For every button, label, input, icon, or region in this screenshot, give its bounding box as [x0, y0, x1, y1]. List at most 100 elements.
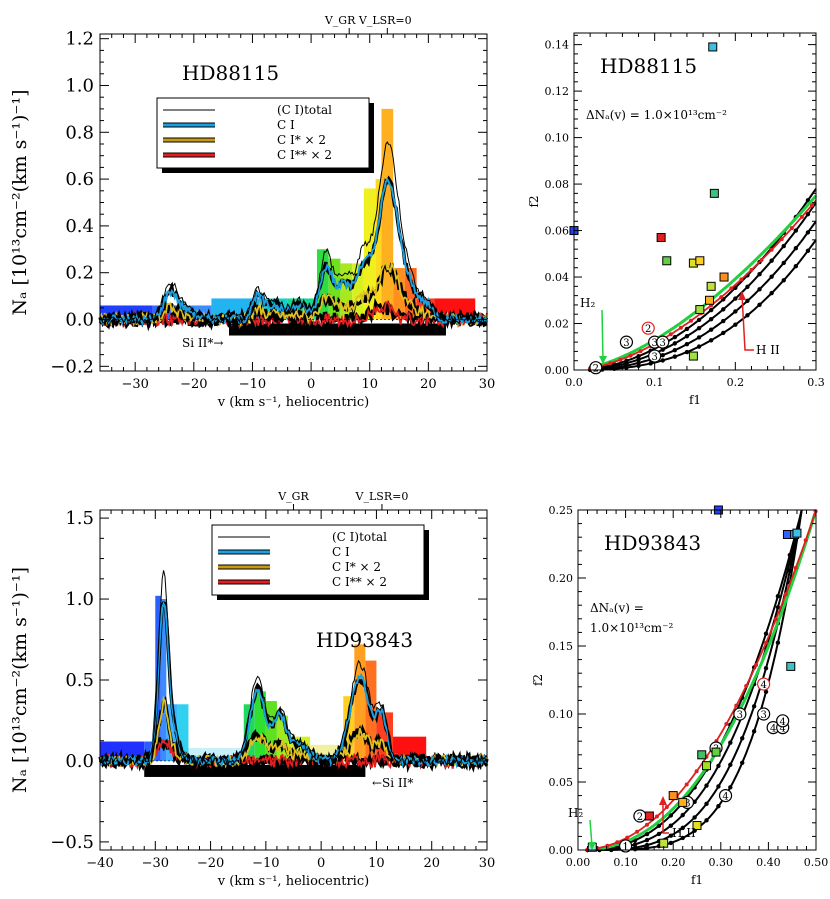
model-curve [587, 509, 803, 851]
h2-arrow-head [599, 356, 607, 364]
x-tick-label: 30 [479, 377, 496, 392]
histogram-bar [343, 696, 355, 761]
x-tick-label: 0.0 [565, 376, 583, 389]
model-curve-point [805, 230, 811, 235]
hii-curve-point [638, 349, 643, 354]
model-curve-point [696, 317, 702, 323]
circled-marker-label: 2 [593, 364, 599, 375]
hii-curve-point [688, 318, 693, 323]
y-tick-label: 0.14 [545, 39, 570, 52]
x-tick-label: −30 [142, 856, 169, 871]
y-tick-label: −0.2 [50, 356, 94, 377]
circled-marker-label: 3 [651, 352, 657, 363]
data-point [786, 661, 796, 671]
histogram-bar [328, 258, 341, 320]
model-curve-point [793, 246, 799, 251]
x-tick-label: 30 [479, 856, 496, 871]
y-tick-label: 0.00 [545, 364, 570, 377]
model-curve-point [793, 263, 799, 269]
model-curve-point [648, 361, 653, 366]
data-point [719, 272, 729, 282]
y-tick-label: 0.6 [65, 169, 94, 190]
y-tick-label: 0.00 [549, 844, 574, 857]
circled-marker-label: 3 [660, 338, 666, 349]
model-curve-point [757, 272, 762, 277]
data-point [792, 528, 802, 538]
model-curve-point [636, 354, 641, 359]
legend-label: C I** × 2 [277, 148, 332, 162]
x-tick-label: 0.30 [709, 856, 734, 869]
model-curve-point [793, 228, 799, 233]
y-axis-label: f2 [531, 674, 545, 686]
model-curve-point [696, 335, 702, 340]
hii-curve-point [678, 325, 683, 330]
h2-curve [587, 513, 817, 852]
model-curve-point [716, 784, 721, 789]
x-tick-label: 0.40 [756, 856, 781, 869]
hii-curve-point [628, 353, 633, 358]
legend-label: C I** × 2 [332, 575, 387, 589]
x-tick-label: −20 [197, 856, 224, 871]
circled-marker [656, 335, 670, 349]
hii-curve [587, 512, 816, 851]
model-curve-point [728, 785, 733, 790]
y-axis-label: Nₐ [10¹³cm⁻²(km s⁻¹)⁻¹] [9, 90, 31, 316]
hii-curve-point [773, 617, 778, 622]
circled-marker [641, 321, 655, 335]
hii-curve-point [759, 257, 764, 262]
y-tick-label: 1.0 [65, 75, 94, 96]
model-curve-point [656, 823, 662, 829]
y-tick-label: 0.0 [65, 310, 94, 331]
model-curve-point [763, 665, 769, 671]
hii-curve-point [664, 805, 669, 810]
y-tick-label: 0.15 [549, 640, 574, 653]
si-ii-annotation: Si II*→ [182, 336, 223, 350]
model-curve-point [708, 327, 714, 332]
circled-marker [619, 335, 634, 349]
ci-star-line [99, 260, 488, 329]
plot-frame [573, 32, 817, 371]
data-point [692, 821, 702, 831]
histogram-bar [352, 263, 364, 320]
model-curve-point [775, 640, 781, 645]
data-point [711, 747, 721, 757]
model-curve-point [668, 833, 674, 838]
model-curve-point [660, 352, 665, 358]
model-curve-point [672, 347, 678, 353]
x-tick-label: 0.2 [727, 376, 745, 389]
circled-marker-label: 3 [623, 338, 629, 349]
star-name: HD88115 [182, 61, 279, 85]
y-tick-label: 0.04 [545, 271, 570, 284]
hii-curve-point [749, 267, 754, 272]
model-curve-point [733, 309, 738, 314]
model-curve-point [668, 823, 674, 828]
x-tick-label: 10 [368, 856, 385, 871]
y-axis-label: Nₐ [10¹³cm⁻²(km s⁻¹)⁻¹] [9, 567, 31, 793]
model-curve-point [708, 338, 714, 343]
h2-arrow [589, 819, 593, 847]
hii-curve-point [809, 203, 814, 208]
model-curve-point [757, 302, 762, 307]
histogram-bar [375, 179, 382, 320]
model-curve-point [684, 349, 690, 355]
data-point [695, 256, 705, 266]
delta-na-annotation: ΔNₐ(v) = [590, 601, 644, 615]
model-curve-point [740, 736, 745, 741]
f1-f2-panel-3: 444443333210.000.100.200.300.400.500.000… [531, 504, 828, 887]
data-point [688, 351, 698, 361]
data-point [668, 791, 678, 801]
model-curve-point [751, 704, 757, 709]
model-curve-point [672, 354, 678, 359]
ci-line [99, 177, 488, 327]
data-point [702, 761, 712, 771]
circled-marker [733, 707, 747, 721]
velocity-marker-label: V_GR V_LSR=0 [324, 14, 412, 27]
histogram-bar [276, 715, 288, 761]
model-curve-point [684, 334, 690, 339]
y-tick-label: 1.0 [65, 589, 94, 610]
si-ii-blend-bar [229, 323, 446, 336]
x-tick-label: 0.50 [804, 856, 829, 869]
histogram-bar [166, 704, 178, 761]
model-curve-point [704, 783, 709, 788]
